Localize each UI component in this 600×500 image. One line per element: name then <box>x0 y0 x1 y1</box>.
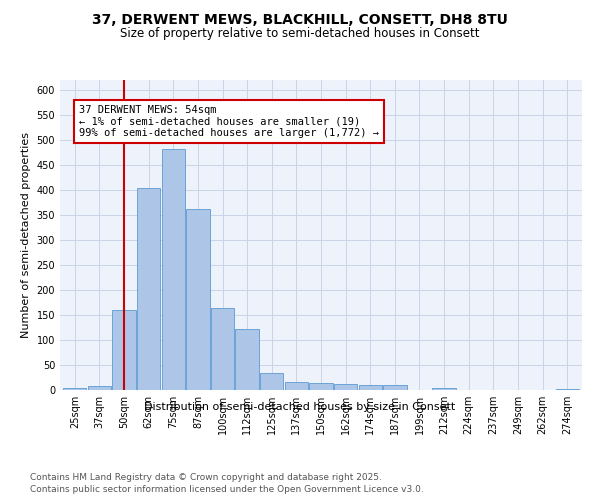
Y-axis label: Number of semi-detached properties: Number of semi-detached properties <box>21 132 31 338</box>
Bar <box>359 385 382 390</box>
Bar <box>334 384 358 390</box>
Text: Contains public sector information licensed under the Open Government Licence v3: Contains public sector information licen… <box>30 485 424 494</box>
Text: Contains HM Land Registry data © Crown copyright and database right 2025.: Contains HM Land Registry data © Crown c… <box>30 472 382 482</box>
Bar <box>112 310 136 390</box>
Bar <box>161 148 185 390</box>
Text: Distribution of semi-detached houses by size in Consett: Distribution of semi-detached houses by … <box>145 402 455 412</box>
Bar <box>383 385 407 390</box>
Bar <box>433 388 456 390</box>
Bar <box>310 382 332 390</box>
Bar <box>211 308 234 390</box>
Bar <box>235 329 259 390</box>
Bar <box>260 372 283 390</box>
Bar <box>284 382 308 390</box>
Bar <box>556 389 579 390</box>
Text: 37, DERWENT MEWS, BLACKHILL, CONSETT, DH8 8TU: 37, DERWENT MEWS, BLACKHILL, CONSETT, DH… <box>92 12 508 26</box>
Text: 37 DERWENT MEWS: 54sqm
← 1% of semi-detached houses are smaller (19)
99% of semi: 37 DERWENT MEWS: 54sqm ← 1% of semi-deta… <box>79 105 379 138</box>
Bar <box>137 188 160 390</box>
Text: Size of property relative to semi-detached houses in Consett: Size of property relative to semi-detach… <box>120 28 480 40</box>
Bar <box>63 388 86 390</box>
Bar <box>88 386 111 390</box>
Bar <box>186 209 209 390</box>
